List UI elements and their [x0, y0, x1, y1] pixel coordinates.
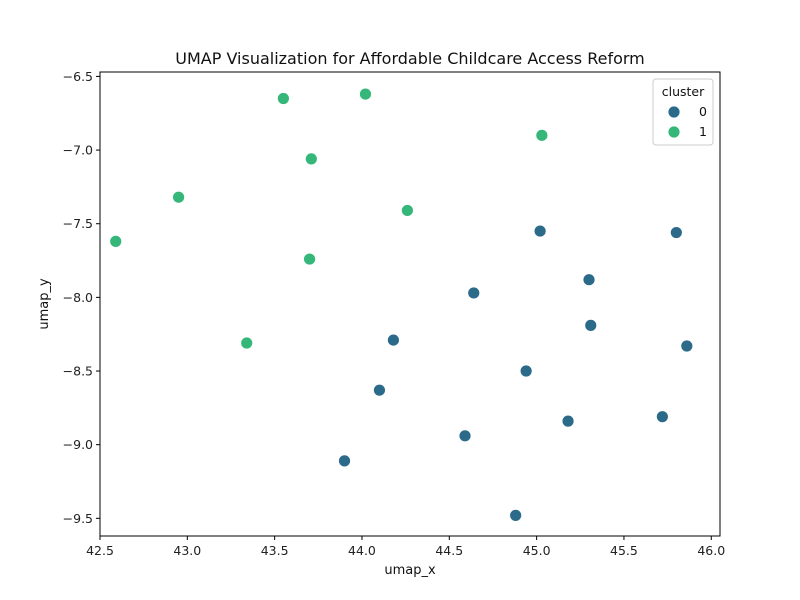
x-tick-label: 44.5 [435, 543, 463, 558]
y-tick-label: −7.5 [63, 216, 93, 231]
scatter-point-cluster-0 [533, 224, 547, 238]
scatter-point-cluster-1 [303, 252, 316, 266]
x-axis: 42.5 43.0 43.5 44.0 44.5 45.0 45.5 46.0 [86, 536, 725, 558]
legend-marker-1 [667, 125, 681, 139]
scatter-point-cluster-0 [655, 410, 669, 424]
scatter-point-cluster-0 [338, 454, 351, 468]
scatter-point-cluster-0 [467, 286, 481, 300]
scatter-point-cluster-0 [582, 273, 596, 287]
y-tick-label: −7.0 [63, 143, 93, 158]
x-tick-label: 43.0 [173, 543, 201, 558]
scatter-point-cluster-0 [387, 333, 400, 347]
x-tick-label: 44.0 [348, 543, 376, 558]
scatter-point-cluster-1 [535, 128, 549, 142]
y-axis-label: umap_y [37, 278, 52, 330]
scatter-point-cluster-0 [669, 226, 683, 239]
x-axis-label: umap_x [384, 563, 436, 578]
scatter-point-cluster-0 [509, 508, 523, 522]
x-tick-label: 42.5 [86, 543, 114, 558]
y-tick-label: −9.0 [63, 437, 93, 452]
y-tick-label: −8.0 [63, 290, 93, 305]
scatter-point-cluster-1 [240, 336, 254, 350]
legend-title: cluster [662, 84, 705, 99]
x-tick-label: 45.5 [610, 543, 638, 558]
x-tick-label: 45.0 [523, 543, 551, 558]
scatter-point-cluster-1 [304, 152, 318, 166]
scatter-point-cluster-0 [561, 414, 575, 428]
chart-title: UMAP Visualization for Affordable Childc… [175, 49, 645, 68]
y-tick-label: −9.5 [63, 511, 93, 526]
scatter-point-cluster-0 [519, 364, 533, 378]
scatter-point-cluster-0 [680, 339, 694, 353]
legend-box [652, 78, 714, 146]
scatter-point-cluster-0 [584, 318, 598, 332]
legend-label-0: 0 [699, 104, 707, 119]
y-axis: −6.5 −7.0 −7.5 −8.0 −8.5 −9.0 −9.5 [63, 69, 100, 526]
scatter-point-cluster-1 [359, 87, 372, 101]
scatter-point-cluster-0 [458, 429, 472, 443]
y-tick-label: −8.5 [63, 364, 93, 379]
scatter-point-cluster-1 [172, 190, 185, 204]
x-tick-label: 46.0 [697, 543, 725, 558]
scatter-point-cluster-1 [400, 204, 414, 217]
scatter-point-cluster-1 [109, 234, 123, 248]
legend: cluster 0 1 [652, 78, 714, 146]
y-tick-label: −6.5 [63, 69, 93, 84]
legend-label-1: 1 [699, 124, 707, 139]
legend-marker-0 [667, 105, 681, 119]
scatter-point-cluster-1 [276, 92, 290, 105]
scatter-point-cluster-0 [373, 383, 386, 397]
x-tick-label: 43.5 [261, 543, 289, 558]
points-layer [109, 87, 694, 522]
plot-frame [99, 71, 721, 537]
